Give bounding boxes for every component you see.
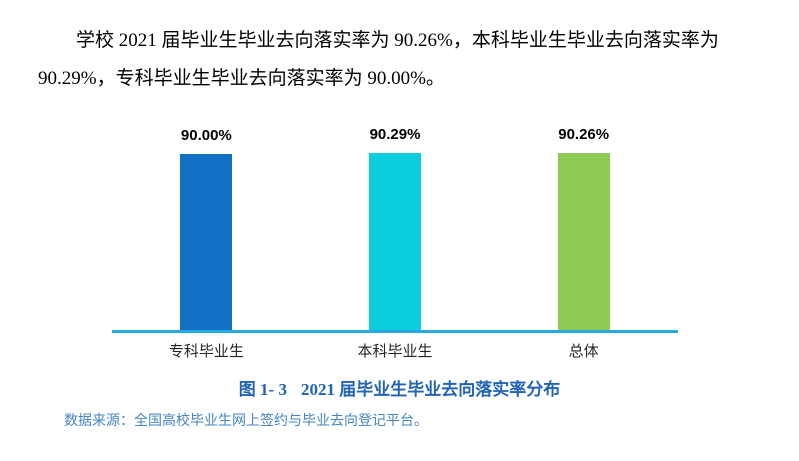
- bar-value-label: 90.26%: [558, 126, 610, 143]
- body-paragraph: 学校 2021 届毕业生毕业去向落实率为 90.26%，本科毕业生毕业去向落实率…: [38, 22, 761, 98]
- category-labels-row: 专科毕业生 本科毕业生 总体: [112, 342, 678, 362]
- data-source-note: 数据来源：全国高校毕业生网上签约与毕业去向登记平台。: [64, 414, 428, 429]
- figure-number: 图 1- 3: [238, 380, 287, 399]
- category-label: 本科毕业生: [357, 344, 433, 360]
- paragraph-line-1: 学校 2021 届毕业生毕业去向落实率为 90.26%，本科毕业生毕业去向落实率…: [76, 30, 719, 51]
- bar-chart: 90.00% 90.29% 90.26% 专科毕业生 本科毕业生 总体: [0, 126, 799, 362]
- report-page: 学校 2021 届毕业生毕业去向落实率为 90.26%，本科毕业生毕业去向落实率…: [0, 22, 799, 461]
- figure-caption: 图 1- 3 2021 届毕业生毕业去向落实率分布: [0, 379, 799, 401]
- bar: [369, 153, 421, 330]
- bar-group: 90.26%: [489, 126, 678, 330]
- category-label: 专科毕业生: [168, 344, 244, 360]
- bar-value-label: 90.29%: [369, 126, 421, 143]
- bar: [180, 154, 233, 330]
- figure-title: 2021 届毕业生毕业去向落实率分布: [300, 380, 561, 399]
- bars-row: 90.00% 90.29% 90.26%: [112, 126, 678, 330]
- category-label: 总体: [568, 344, 599, 360]
- bar-group: 90.00%: [112, 127, 301, 330]
- bar-value-label: 90.00%: [180, 127, 232, 144]
- bar-group: 90.29%: [301, 126, 490, 330]
- paragraph-line-2: 90.29%，专科毕业生毕业去向落实率为 90.00%。: [38, 68, 445, 89]
- x-axis-line: [112, 330, 678, 333]
- bar: [557, 153, 610, 330]
